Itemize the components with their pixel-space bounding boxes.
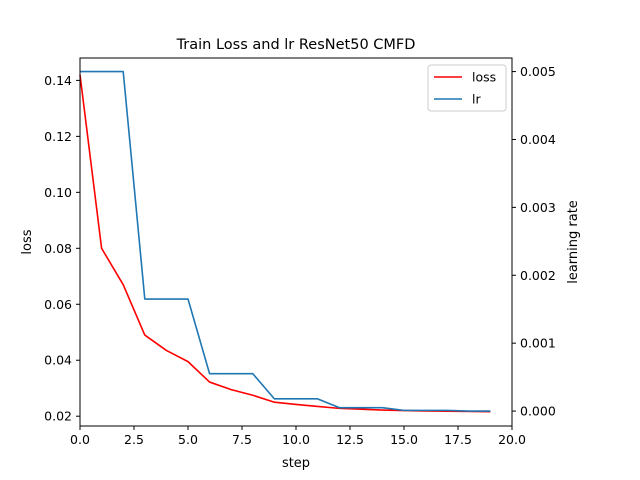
x-tick-label: 17.5: [444, 432, 472, 447]
y2-axis-label: learning rate: [566, 200, 581, 284]
legend-label-loss: loss: [472, 70, 496, 85]
y2-tick-label: 0.000: [520, 404, 556, 419]
y-tick-label: 0.02: [44, 409, 72, 424]
y-axis-left: 0.02 0.04 0.06 0.08 0.10 0.12 0.14: [44, 73, 80, 424]
y-axis-right: 0.000 0.001 0.002 0.003 0.004 0.005: [512, 64, 556, 419]
legend: loss lr: [427, 64, 507, 112]
chart-title: Train Loss and lr ResNet50 CMFD: [176, 37, 416, 53]
series-line-lr: [80, 70, 491, 412]
y2-tick-label: 0.003: [520, 200, 556, 215]
x-tick-label: 20.0: [498, 432, 526, 447]
y2-tick-label: 0.001: [520, 336, 556, 351]
y2-tick-label: 0.002: [520, 268, 556, 283]
y2-tick-label: 0.005: [520, 64, 556, 79]
x-tick-label: 10.0: [282, 432, 310, 447]
y2-tick-label: 0.004: [520, 132, 556, 147]
x-tick-label: 12.5: [336, 432, 364, 447]
y-tick-label: 0.10: [44, 185, 72, 200]
x-axis-label: step: [282, 456, 310, 471]
y-tick-label: 0.06: [44, 297, 72, 312]
y-tick-label: 0.08: [44, 241, 72, 256]
y-tick-label: 0.14: [44, 73, 72, 88]
x-tick-label: 2.5: [124, 432, 144, 447]
x-tick-label: 5.0: [178, 432, 198, 447]
y-axis-label: loss: [20, 229, 35, 254]
x-tick-label: 0.0: [70, 432, 90, 447]
y-tick-label: 0.12: [44, 129, 72, 144]
x-tick-label: 7.5: [232, 432, 252, 447]
x-axis: 0.0 2.5 5.0 7.5 10.0 12.5 15.0 17.5 20.0: [70, 426, 526, 447]
legend-label-lr: lr: [472, 92, 481, 107]
x-tick-label: 15.0: [390, 432, 418, 447]
y-tick-label: 0.04: [44, 353, 72, 368]
